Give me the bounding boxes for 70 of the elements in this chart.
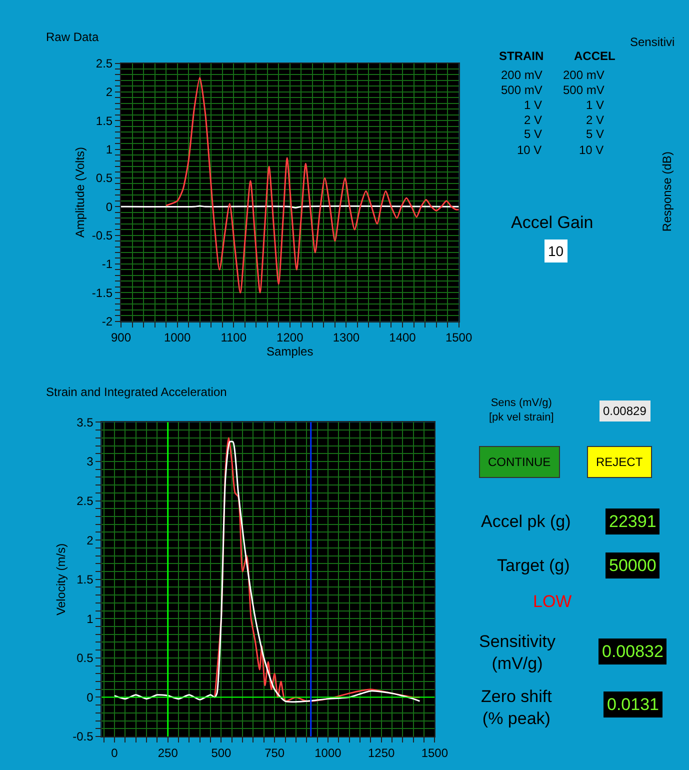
y-tick-label: 2 — [106, 85, 113, 100]
text: 1 V — [586, 98, 604, 112]
y-tick-label: 3.5 — [76, 415, 94, 430]
y-axis-title: Velocity (m/s) — [54, 543, 68, 616]
y-tick-label: 2.5 — [96, 56, 113, 70]
x-axis-title: Samples — [266, 344, 314, 359]
y-tick-label: 1.5 — [96, 114, 113, 128]
text: 10 V — [517, 143, 542, 157]
x-tick-label: 1000 — [164, 330, 191, 345]
text: Target (g) — [497, 556, 570, 575]
x-tick-label: 1000 — [314, 746, 342, 760]
x-tick-label: 1250 — [368, 746, 395, 760]
text: Sensitivity (mV/g) — [479, 632, 556, 674]
y-tick-label: -0.5 — [92, 228, 113, 243]
text: Sensitivi — [630, 35, 675, 49]
x-tick-label: 250 — [158, 746, 178, 760]
text: 200 mV — [501, 68, 542, 82]
y-tick-label: -1.5 — [92, 286, 113, 300]
x-tick-label: 1400 — [389, 330, 416, 345]
text: STRAIN — [499, 49, 544, 63]
text: 0.0131 — [607, 695, 659, 714]
y-tick-label: -2 — [102, 314, 113, 329]
text: Accel Gain — [511, 213, 594, 232]
x-tick-label: 1100 — [220, 330, 247, 345]
y-tick-label: 1.5 — [76, 572, 94, 587]
y-tick-label: 0 — [106, 200, 113, 214]
text: ACCEL — [574, 49, 616, 63]
text: 500 mV — [501, 83, 542, 97]
line-series — [114, 440, 420, 703]
text: LOW — [533, 592, 572, 611]
chart-title: Raw Data — [46, 30, 100, 44]
x-tick-label: 750 — [264, 746, 285, 760]
x-tick-label: 1500 — [421, 746, 448, 760]
line-series — [165, 76, 459, 294]
y-tick-label: 1 — [106, 142, 113, 156]
text: 5 V — [524, 127, 542, 141]
text: 5 V — [586, 127, 604, 141]
text: Sens (mV/g) [pk vel strain] — [489, 397, 554, 424]
y-tick-label: 0.5 — [76, 651, 94, 666]
text: 0.00832 — [602, 642, 664, 661]
text: 50000 — [609, 556, 656, 575]
text: 22391 — [609, 512, 656, 531]
y-tick-label: -1 — [102, 257, 113, 272]
y-tick-label: 3 — [86, 454, 94, 469]
text: REJECT — [596, 455, 644, 469]
x-tick-label: 500 — [211, 746, 232, 760]
text: 10 V — [579, 143, 604, 157]
chart-title: Strain and Integrated Acceleration — [46, 385, 227, 399]
text: 0.00829 — [603, 404, 647, 418]
text: 2 V — [524, 113, 542, 127]
text: Zero shift (% peak) — [481, 687, 552, 728]
text: 2 V — [586, 113, 604, 127]
text: CONTINUE — [488, 455, 551, 469]
x-tick-label: 1300 — [332, 330, 360, 345]
text: 10 — [548, 243, 564, 259]
y-tick-label: 0 — [86, 690, 94, 704]
text: 200 mV — [563, 68, 604, 82]
text: Accel pk (g) — [481, 512, 571, 531]
y-tick-label: 2.5 — [76, 494, 94, 508]
y-axis-title: Amplitude (Volts) — [73, 146, 88, 238]
x-tick-label: 1200 — [276, 330, 304, 345]
y-tick-label: -0.5 — [72, 730, 94, 744]
text: 500 mV — [563, 83, 604, 97]
x-tick-label: 900 — [110, 330, 132, 345]
y-tick-label: 2 — [86, 533, 94, 548]
text: 1 V — [524, 98, 542, 112]
y-tick-label: 1 — [86, 612, 94, 626]
y-tick-label: 0.5 — [96, 171, 113, 186]
text: Response (dB) — [660, 152, 674, 232]
x-tick-label: 1500 — [445, 330, 472, 345]
